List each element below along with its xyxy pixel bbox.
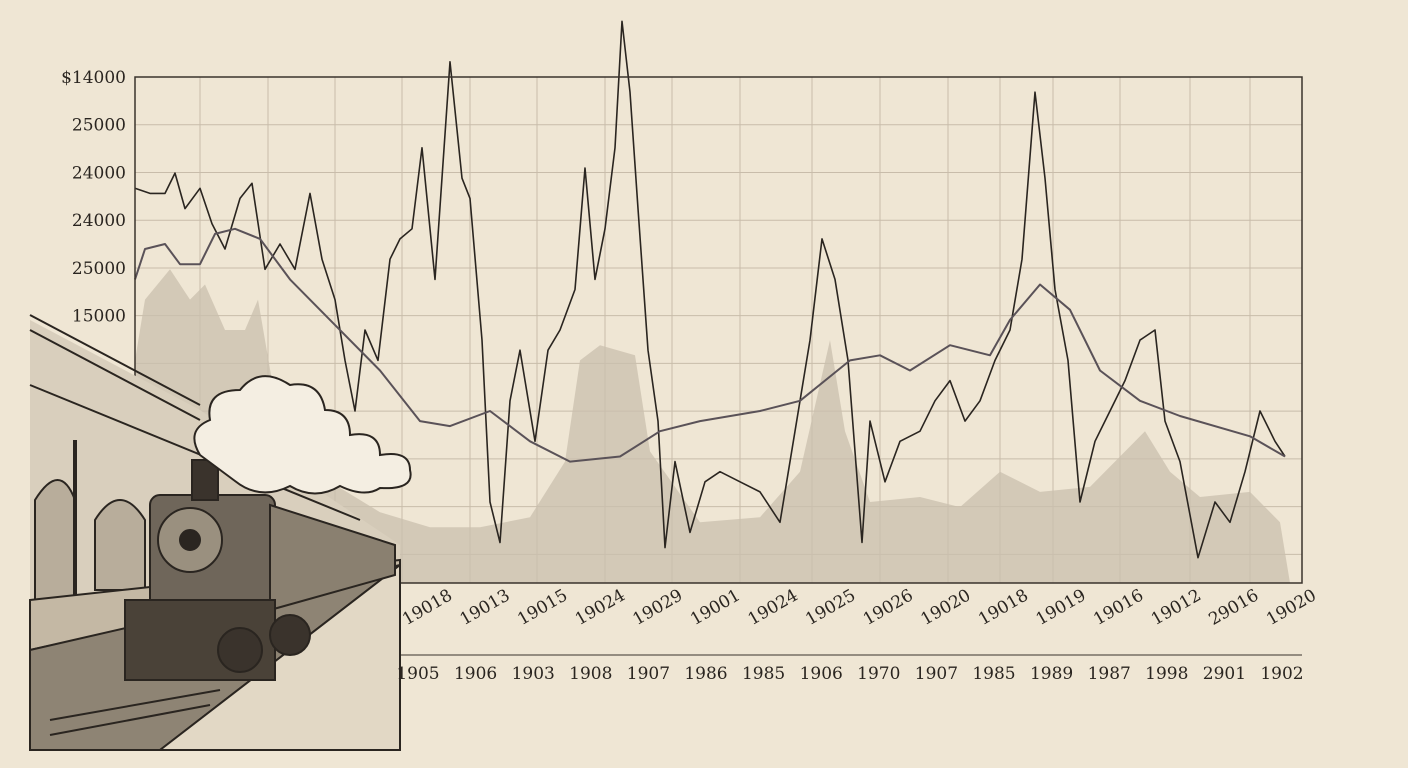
x-tick-label: 1905 [396, 664, 439, 684]
train-illustration [29, 314, 412, 751]
x-tick-label: 1902 [1260, 664, 1303, 684]
y-tick-label: 25000 [72, 259, 126, 279]
x-tick-label: 2901 [1203, 664, 1246, 684]
line [134, 20, 1286, 559]
y-tick-label: $14000 [61, 68, 126, 88]
x-tick-label: 1989 [1030, 664, 1073, 684]
area [135, 269, 1290, 583]
x-tick-label: 1908 [569, 664, 612, 684]
y-tick-label: 24000 [72, 211, 126, 231]
x-tick-label: 1987 [1088, 664, 1131, 684]
plot-frame [134, 76, 1303, 584]
x-tick-label: 1907 [627, 664, 670, 684]
y-tick-label: 24000 [72, 163, 126, 183]
x-tick-label: 1906 [454, 664, 497, 684]
y-tick-label: 15000 [72, 307, 126, 327]
x-tick-label: 1970 [857, 664, 900, 684]
x-tick-label: 1986 [684, 664, 727, 684]
line [134, 227, 1286, 463]
x-tick-label: 1985 [742, 664, 785, 684]
x-tick-label: 1998 [1145, 664, 1188, 684]
x-tick-label: 1903 [512, 664, 555, 684]
x-tick-label: 1907 [915, 664, 958, 684]
y-tick-label: 25000 [72, 116, 126, 136]
x-tick-label: 1985 [972, 664, 1015, 684]
x-tick-label: 1906 [800, 664, 843, 684]
